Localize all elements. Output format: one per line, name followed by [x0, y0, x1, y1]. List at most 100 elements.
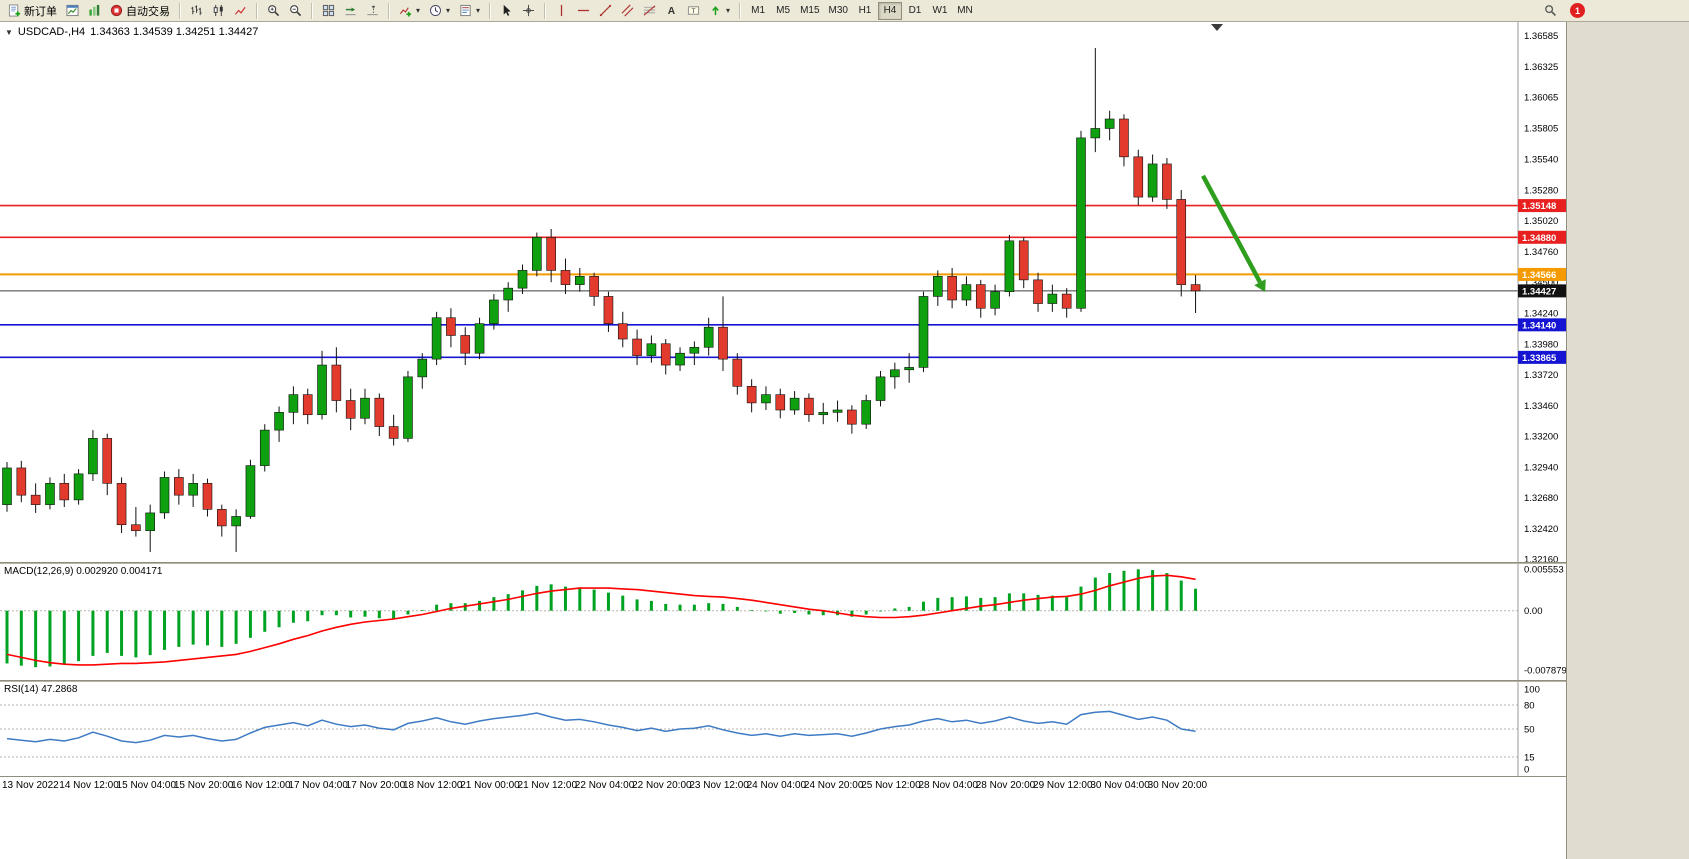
channel-button[interactable]	[617, 2, 638, 20]
macd-panel[interactable]: 0.005553 0.00 -0.007879 MACD(12,26,9) 0.00…	[0, 564, 1566, 680]
svg-text:15: 15	[1524, 753, 1535, 764]
toolbar-right: 1	[1540, 2, 1685, 20]
panel-splitter[interactable]	[0, 680, 1566, 682]
new-chart-button[interactable]	[62, 2, 83, 20]
search-button[interactable]	[1540, 2, 1561, 20]
tile-windows-icon	[322, 4, 335, 17]
dropdown-caret[interactable]: ▾	[446, 5, 451, 15]
zoom-out-icon	[290, 5, 302, 17]
bar-chart-icon	[191, 5, 202, 16]
candlestick-chart-button[interactable]	[208, 2, 229, 20]
text-label-button[interactable]: T	[683, 2, 704, 20]
time-label: 14 Nov 12:00	[59, 780, 119, 791]
time-label: 17 Nov 04:00	[288, 780, 348, 791]
timeframe-button-w1[interactable]: W1	[932, 5, 948, 16]
chart-title-ohlc: 1.34363 1.34539 1.34251 1.34427	[90, 26, 259, 38]
fibonacci-icon	[643, 5, 656, 16]
svg-text:1.35540: 1.35540	[1524, 155, 1558, 166]
toolbar-separator	[739, 2, 742, 19]
timeframe-button-m1[interactable]: M1	[751, 5, 766, 16]
time-axis[interactable]: 13 Nov 2022 14 Nov 12:00 15 Nov 04:00 15 No…	[0, 776, 1566, 793]
svg-text:1.34880: 1.34880	[1522, 233, 1556, 244]
svg-text:1.34427: 1.34427	[1522, 286, 1556, 297]
time-label: 25 Nov 12:00	[861, 780, 921, 791]
time-label: 24 Nov 20:00	[803, 780, 864, 791]
templates-button[interactable]: ▾	[455, 2, 484, 20]
timeframe-button-m15[interactable]: M15	[800, 5, 820, 16]
auto-scroll-button[interactable]	[340, 2, 361, 20]
chart-collapse-icon[interactable]: ▼	[5, 27, 13, 37]
timeframe-group: M1 M5 M15 M30 H1 H4 D1 W1 MN	[746, 1, 977, 20]
svg-text:0.00: 0.00	[1524, 606, 1543, 617]
profiles-icon	[89, 4, 100, 16]
svg-text:1.34760: 1.34760	[1524, 247, 1558, 258]
toolbar-separator	[256, 2, 258, 19]
panel-splitter[interactable]	[0, 562, 1566, 564]
text-label-icon: T	[687, 6, 700, 15]
notification-badge[interactable]: 1	[1570, 3, 1585, 18]
template-icon	[460, 4, 471, 17]
timeframe-button-mn[interactable]: MN	[957, 5, 973, 16]
timeframe-button-d1[interactable]: D1	[908, 5, 922, 16]
time-label: 28 Nov 20:00	[975, 780, 1036, 791]
dropdown-caret[interactable]: ▾	[476, 5, 481, 15]
auto-trading-button[interactable]: 自动交易	[106, 2, 174, 20]
trendline-button[interactable]	[595, 2, 616, 20]
svg-text:A: A	[668, 6, 676, 17]
time-label: 28 Nov 04:00	[918, 780, 978, 791]
svg-text:1.33980: 1.33980	[1524, 339, 1558, 350]
zoom-in-button[interactable]	[263, 2, 284, 20]
candlestick-chart-icon	[213, 4, 223, 17]
svg-text:1.34140: 1.34140	[1522, 320, 1556, 331]
price-chart-panel[interactable]: 1.36585 1.36325 1.36065 1.35805 1.35540 1.352…	[0, 22, 1566, 562]
arrows-button[interactable]: ▾	[705, 2, 734, 20]
fibonacci-button[interactable]	[639, 2, 660, 20]
new-order-button[interactable]: 新订单	[4, 2, 61, 20]
dropdown-caret[interactable]: ▾	[416, 5, 421, 15]
svg-text:1.36065: 1.36065	[1524, 93, 1558, 104]
macd-label: MACD(12,26,9) 0.002920 0.004171	[4, 566, 163, 577]
rsi-panel[interactable]: 100 80 50 15 0 RSI(14) 47.2868	[0, 682, 1566, 776]
timeframe-button-m30[interactable]: M30	[828, 5, 848, 16]
chart-shift-icon	[367, 5, 378, 16]
chart-shift-button[interactable]	[362, 2, 383, 20]
timeframe-button-h1[interactable]: H1	[858, 5, 872, 16]
search-icon	[1545, 5, 1557, 17]
svg-text:1.35148: 1.35148	[1522, 201, 1556, 212]
line-chart-icon	[234, 6, 246, 15]
tile-windows-button[interactable]	[318, 2, 339, 20]
indicators-button[interactable]: ▾	[395, 2, 424, 20]
price-chart-canvas[interactable]: 1.36585 1.36325 1.36065 1.35805 1.35540 1.352…	[0, 22, 1567, 562]
timeframe-button-m5[interactable]: M5	[776, 5, 791, 16]
macd-canvas[interactable]: 0.005553 0.00 -0.007879	[0, 564, 1567, 680]
toolbar-separator	[544, 2, 547, 19]
timeframe-button-h4[interactable]: H4	[877, 1, 902, 20]
bar-chart-button[interactable]	[186, 2, 207, 20]
time-label: 15 Nov 20:00	[173, 780, 234, 791]
text-icon: A	[668, 6, 676, 17]
rsi-canvas[interactable]: 100 80 50 150	[0, 682, 1567, 776]
svg-text:1.32160: 1.32160	[1524, 555, 1558, 562]
periods-button[interactable]: ▾	[425, 2, 454, 20]
cursor-button[interactable]	[496, 2, 517, 20]
vertical-line-button[interactable]	[551, 2, 572, 20]
svg-text:80: 80	[1524, 701, 1535, 712]
chart-bottom-space	[0, 793, 1566, 859]
crosshair-button[interactable]	[518, 2, 539, 20]
svg-text:1.36325: 1.36325	[1524, 62, 1558, 73]
toolbar: 新订单 自动交易 ▾ ▾	[0, 0, 1689, 22]
horizontal-line-button[interactable]	[573, 2, 594, 20]
text-button[interactable]: A	[661, 2, 682, 20]
time-label: 13 Nov 2022	[2, 780, 59, 791]
line-chart-button[interactable]	[230, 2, 251, 20]
profiles-button[interactable]	[84, 2, 105, 20]
dropdown-caret[interactable]: ▾	[726, 5, 731, 15]
chart-title: ▼ USDCAD-,H4 1.34363 1.34539 1.34251 1.3…	[5, 26, 258, 38]
toolbar-separator	[179, 2, 181, 19]
mdi-background	[1568, 22, 1689, 859]
time-label: 30 Nov 20:00	[1147, 780, 1208, 791]
zoom-out-button[interactable]	[285, 2, 306, 20]
new-order-icon	[8, 4, 21, 17]
rsi-label: RSI(14) 47.2868	[4, 684, 78, 695]
toolbar-separator	[311, 2, 313, 19]
